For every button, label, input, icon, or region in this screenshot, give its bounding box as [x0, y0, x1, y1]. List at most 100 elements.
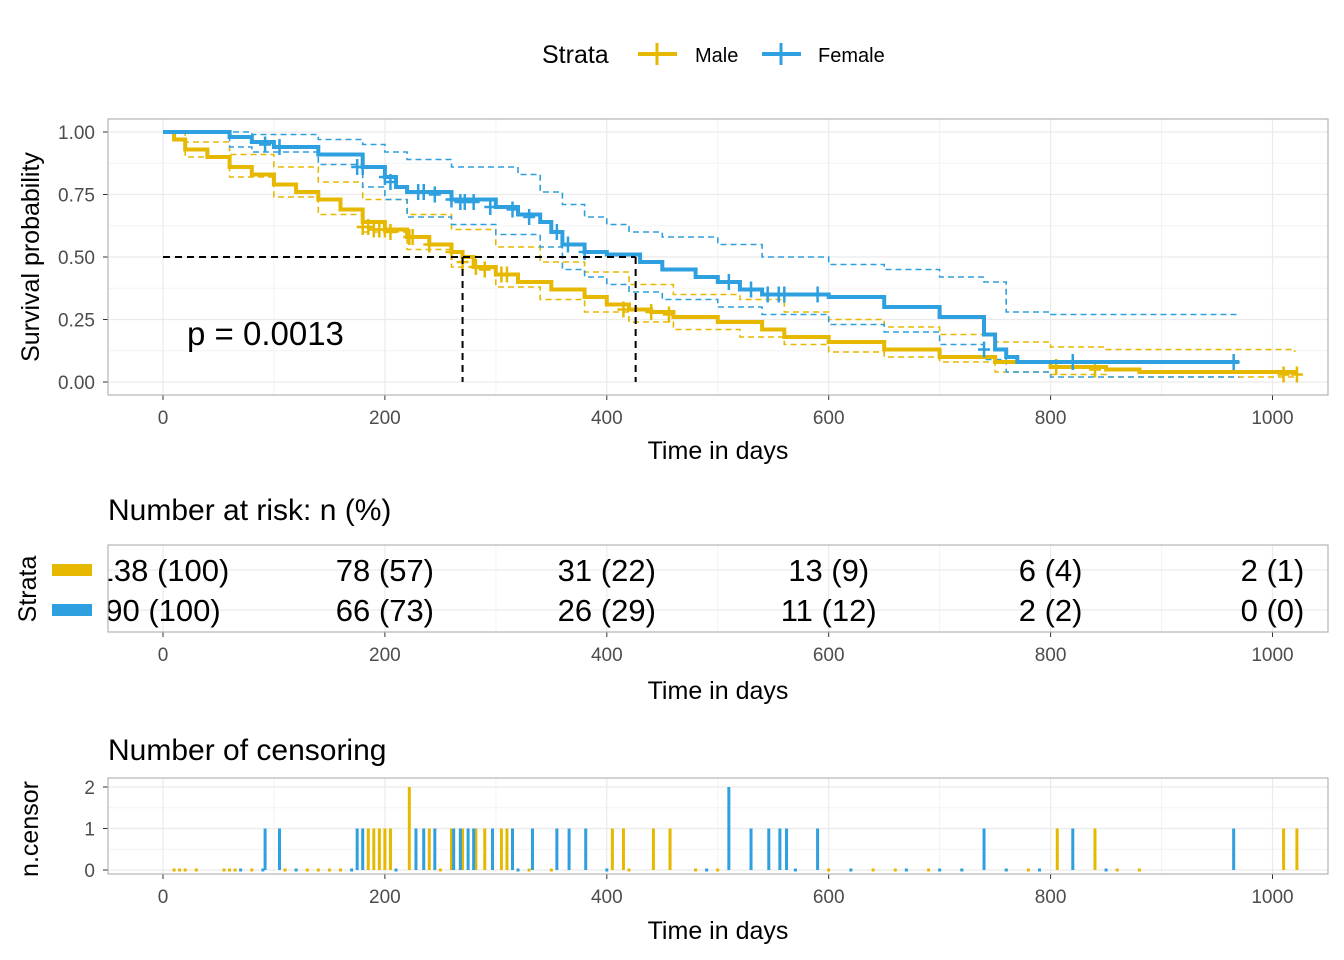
- censoring-bar-female: [472, 828, 476, 870]
- censoring-bar-female: [355, 828, 359, 870]
- risk-table-cell: 31 (22): [558, 553, 656, 588]
- risk-table-x-axis-label: Time in days: [648, 677, 789, 705]
- p-value-annotation: p = 0.0013: [187, 315, 344, 352]
- survival-y-tick-label: 0.25: [58, 311, 95, 332]
- censoring-bar-male: [927, 868, 931, 872]
- censoring-bar-female: [458, 828, 462, 870]
- censoring-bar-male: [871, 868, 875, 872]
- censoring-x-tick-label: 600: [813, 887, 845, 908]
- censoring-bar-female: [727, 787, 731, 870]
- survival-curve-male: [163, 130, 1297, 375]
- censoring-bar-male: [316, 868, 320, 872]
- censoring-bar-male: [372, 828, 376, 870]
- censoring-bar-female: [239, 868, 243, 872]
- risk-table-cell: 13 (9): [788, 553, 869, 588]
- survival-y-axis-label: Survival probability: [17, 152, 45, 362]
- censoring-bar-female: [277, 828, 281, 870]
- censoring-bar-male: [1026, 868, 1030, 872]
- censoring-bar-male: [194, 868, 198, 872]
- risk-table-cell: 66 (73): [336, 593, 434, 628]
- risk-table-x-tick-label: 1000: [1251, 645, 1293, 666]
- survival-y-tick-label: 0.50: [58, 248, 95, 269]
- censoring-bar-female: [605, 868, 609, 872]
- censoring-bar-female: [749, 828, 753, 870]
- censoring-bar-female: [793, 868, 797, 872]
- censoring-bar-male: [716, 868, 720, 872]
- censoring-bar-female: [1038, 868, 1042, 872]
- censoring-bar-male: [377, 828, 381, 870]
- censoring-y-axis-label: n.censor: [16, 781, 44, 877]
- survival-x-tick-label: 600: [813, 408, 845, 429]
- risk-table-cell: 90 (100): [105, 593, 220, 628]
- censoring-bar-male: [1295, 828, 1299, 870]
- censoring-bar-male: [183, 868, 187, 872]
- risk-table-cell: 0 (0): [1241, 593, 1305, 628]
- survival-panel-border: [107, 118, 1329, 396]
- censoring-bar-male: [388, 828, 392, 870]
- legend: Strata Male Female: [542, 41, 885, 69]
- censoring-bar-female: [491, 828, 495, 870]
- censoring-bar-male: [222, 868, 226, 872]
- censoring-bar-female: [361, 828, 365, 870]
- censoring-bar-male: [668, 828, 672, 870]
- censoring-bar-male: [461, 828, 465, 870]
- censoring-bar-female: [1004, 868, 1008, 872]
- censoring-x-tick-label: 0: [158, 887, 169, 908]
- censoring-x-tick-label: 1000: [1251, 887, 1293, 908]
- risk-table-title: Number at risk: n (%): [108, 494, 391, 527]
- risk-table-y-axis-label: Strata: [14, 556, 42, 623]
- censoring-x-tick-label: 800: [1035, 887, 1067, 908]
- censoring-bar-male: [694, 868, 698, 872]
- risk-table-x-tick-label: 800: [1035, 645, 1067, 666]
- legend-male-label: Male: [695, 45, 738, 67]
- censoring-bar-male: [1055, 828, 1059, 870]
- censoring-bar-male: [621, 828, 625, 870]
- survival-x-tick-label: 800: [1035, 408, 1067, 429]
- censoring-x-axis-label: Time in days: [648, 917, 789, 945]
- risk-table-cell: 2 (1): [1241, 553, 1305, 588]
- risk-table-border: [107, 544, 1329, 633]
- censoring-bar-female: [530, 828, 534, 870]
- censoring-bar-female: [294, 868, 298, 872]
- censoring-bar-male: [1282, 828, 1286, 870]
- legend-title: Strata: [542, 41, 609, 69]
- censoring-bar-male: [627, 868, 631, 872]
- censoring-x-tick-label: 200: [369, 887, 401, 908]
- risk-table-panel: 0 200 400 600 800 1000 138 (100) 78 (57) 31 (22)…: [52, 544, 1329, 666]
- censoring-bar-male: [427, 828, 431, 870]
- risk-table-cell: 138 (100): [97, 553, 230, 588]
- censoring-bar-male: [407, 787, 411, 870]
- censoring-bar-female: [778, 828, 782, 870]
- censoring-bar-female: [510, 828, 514, 870]
- censoring-bar-male: [827, 868, 831, 872]
- censoring-bar-male: [1115, 868, 1119, 872]
- risk-table-cells: 138 (100) 78 (57) 31 (22) 13 (9) 6 (4) 2 (1) 9…: [97, 553, 1305, 628]
- censoring-bar-male: [283, 868, 287, 872]
- legend-key-female: [762, 43, 801, 65]
- risk-table-row-key-male: [52, 564, 92, 576]
- risk-table-cell: 6 (4): [1019, 553, 1083, 588]
- risk-table-x-tick-label: 0: [158, 645, 169, 666]
- censoring-bar-male: [610, 828, 614, 870]
- survival-panel: 0.00 0.25 0.50 0.75 1.00 0 200 400 600 800 1000: [58, 118, 1329, 429]
- censoring-bar-female: [982, 828, 986, 870]
- survival-x-tick-label: 200: [369, 408, 401, 429]
- survival-x-tick-label: 0: [158, 408, 169, 429]
- censoring-bar-female: [433, 828, 437, 870]
- censoring-bar-female: [452, 828, 456, 870]
- censoring-bar-female: [394, 868, 398, 872]
- censoring-bar-male: [505, 828, 509, 870]
- censoring-bar-female: [705, 868, 709, 872]
- risk-table-cell: 78 (57): [336, 553, 434, 588]
- censoring-bar-female: [516, 868, 520, 872]
- survival-y-tick-label: 1.00: [58, 123, 95, 144]
- censoring-bar-male: [250, 868, 254, 872]
- censoring-bar-female: [466, 828, 470, 870]
- censoring-bar-female: [414, 828, 418, 870]
- censoring-bar-female: [938, 868, 942, 872]
- censoring-x-tick-label: 400: [591, 887, 623, 908]
- risk-table-cell: 26 (29): [558, 593, 656, 628]
- censoring-bar-male: [305, 868, 309, 872]
- censoring-bar-female: [960, 868, 964, 872]
- censoring-bar-female: [555, 828, 559, 870]
